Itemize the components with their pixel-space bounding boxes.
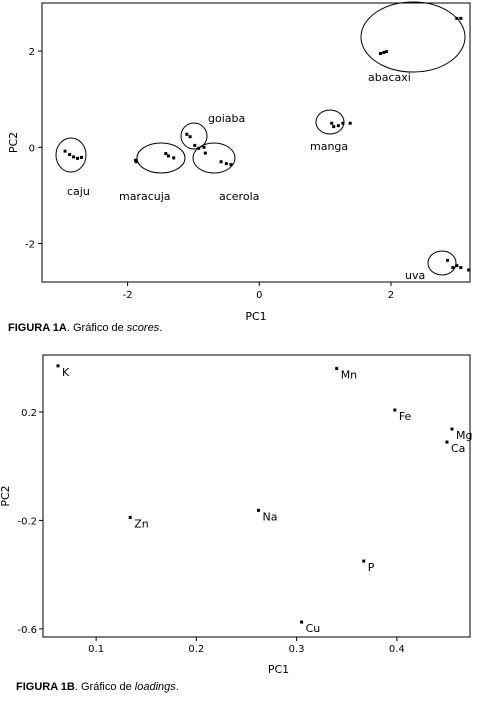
score-point-acerola (203, 151, 207, 155)
y-tick-label: -0.2 (17, 516, 37, 527)
score-point-uva (467, 268, 471, 272)
loading-point-Mg (450, 427, 454, 431)
cluster-ellipse-caju (55, 137, 87, 173)
score-point-manga (330, 121, 334, 125)
loading-label-Mg: Mg (456, 429, 472, 442)
figure-1b-caption-label: FIGURA 1B (16, 681, 75, 693)
x-tick-label: -2 (123, 290, 133, 301)
loading-label-Zn: Zn (134, 517, 149, 530)
score-point-abacaxi (384, 50, 388, 54)
loading-point-P (362, 559, 366, 563)
scores-chart: -2 0 2 -2 0 2 PC1 PC2 caju maracuja goiaba acerola m… (7, 1, 471, 323)
score-point-caju (63, 149, 67, 153)
score-point-caju (72, 155, 76, 159)
plot-frame (42, 354, 471, 638)
score-point-caju (68, 153, 72, 157)
score-point-abacaxi (455, 16, 459, 20)
x-tick-label: 0.1 (88, 644, 104, 655)
cluster-label-abacaxi: abacaxi (368, 71, 411, 84)
score-point-goiaba (185, 132, 189, 136)
cluster-label-caju: caju (67, 185, 90, 198)
y-tick-label: 2 (29, 47, 35, 58)
loading-label-Mn: Mn (341, 369, 357, 382)
loading-point-K (56, 364, 60, 368)
loading-point-Ca (445, 440, 449, 444)
cluster-ellipse-maracuja (136, 142, 186, 174)
loading-point-Fe (393, 408, 397, 412)
score-point-maracuja (164, 152, 168, 156)
score-point-manga (332, 125, 336, 129)
score-point-abacaxi (459, 16, 463, 20)
y-tick-label: 0.2 (21, 408, 37, 419)
cluster-ellipse-acerola (192, 142, 236, 174)
y-axis-label: PC2 (0, 485, 12, 506)
cluster-ellipse-abacaxi (360, 1, 466, 73)
score-point-abacaxi (378, 52, 382, 56)
score-point-maracuja (134, 160, 138, 164)
loading-point-Mn (335, 367, 339, 371)
x-axis-label: PC1 (268, 663, 289, 676)
score-point-uva (446, 258, 450, 262)
loading-label-Ca: Ca (451, 442, 465, 455)
score-point-maracuja (166, 154, 170, 158)
score-point-manga (348, 121, 352, 125)
figure-1a-caption-label: FIGURA 1A (8, 322, 67, 334)
plot-frame (41, 2, 471, 283)
figure-1a-caption: FIGURA 1A. Gráfico de scores. (8, 322, 162, 334)
score-point-caju (80, 155, 84, 159)
loading-point-Zn (128, 515, 132, 519)
score-point-caju (76, 156, 80, 160)
figure-1b-caption-text: . Gráfico de (74, 681, 135, 693)
loading-label-P: P (368, 561, 375, 574)
figure-1b-caption-end: . (175, 681, 179, 693)
score-point-uva (451, 266, 455, 270)
score-point-goiaba (193, 143, 197, 147)
cluster-label-acerola: acerola (219, 190, 259, 203)
score-point-abacaxi (382, 51, 386, 55)
x-tick-label: 0.2 (188, 644, 204, 655)
figure-1a-caption-emphasis: scores (126, 322, 160, 334)
cluster-label-maracuja: maracuja (119, 190, 171, 203)
x-tick-label: 2 (388, 290, 394, 301)
cluster-ellipse-goiaba (180, 122, 208, 150)
loading-label-K: K (62, 366, 70, 379)
cluster-label-manga: manga (310, 140, 348, 153)
figure-1b-caption: FIGURA 1B. Gráfico de loadings. (16, 681, 179, 693)
y-tick-label: -2 (25, 240, 35, 251)
y-tick-label: -0.6 (17, 625, 37, 636)
cluster-ellipse-uva (427, 250, 457, 276)
x-tick-label: 0 (256, 290, 262, 301)
loading-point-Cu (300, 620, 304, 624)
figure-1a-caption-end: . (159, 322, 163, 334)
loading-label-Fe: Fe (399, 410, 412, 423)
score-point-uva (459, 266, 463, 270)
y-axis-label: PC2 (7, 132, 20, 153)
score-point-acerola (219, 160, 223, 164)
score-point-manga (336, 124, 340, 128)
x-axis-label: PC1 (245, 310, 266, 323)
score-point-goiaba (202, 145, 206, 149)
score-point-acerola (224, 162, 228, 166)
loading-label-Na: Na (263, 510, 278, 523)
x-tick-label: 0.3 (289, 644, 305, 655)
figure-1b-caption-emphasis: loadings (134, 681, 176, 693)
score-point-maracuja (172, 156, 176, 160)
cluster-label-uva: uva (405, 269, 425, 282)
loading-label-Cu: Cu (306, 622, 321, 635)
cluster-label-goiaba: goiaba (208, 112, 245, 125)
score-point-uva (455, 264, 459, 268)
x-tick-label: 0.4 (389, 644, 405, 655)
y-tick-label: 0 (29, 143, 35, 154)
score-point-goiaba (188, 135, 192, 139)
loading-point-Na (257, 508, 261, 512)
score-point-manga (341, 121, 345, 125)
figure-1a-caption-text: . Gráfico de (66, 322, 127, 334)
score-point-acerola (229, 163, 233, 167)
